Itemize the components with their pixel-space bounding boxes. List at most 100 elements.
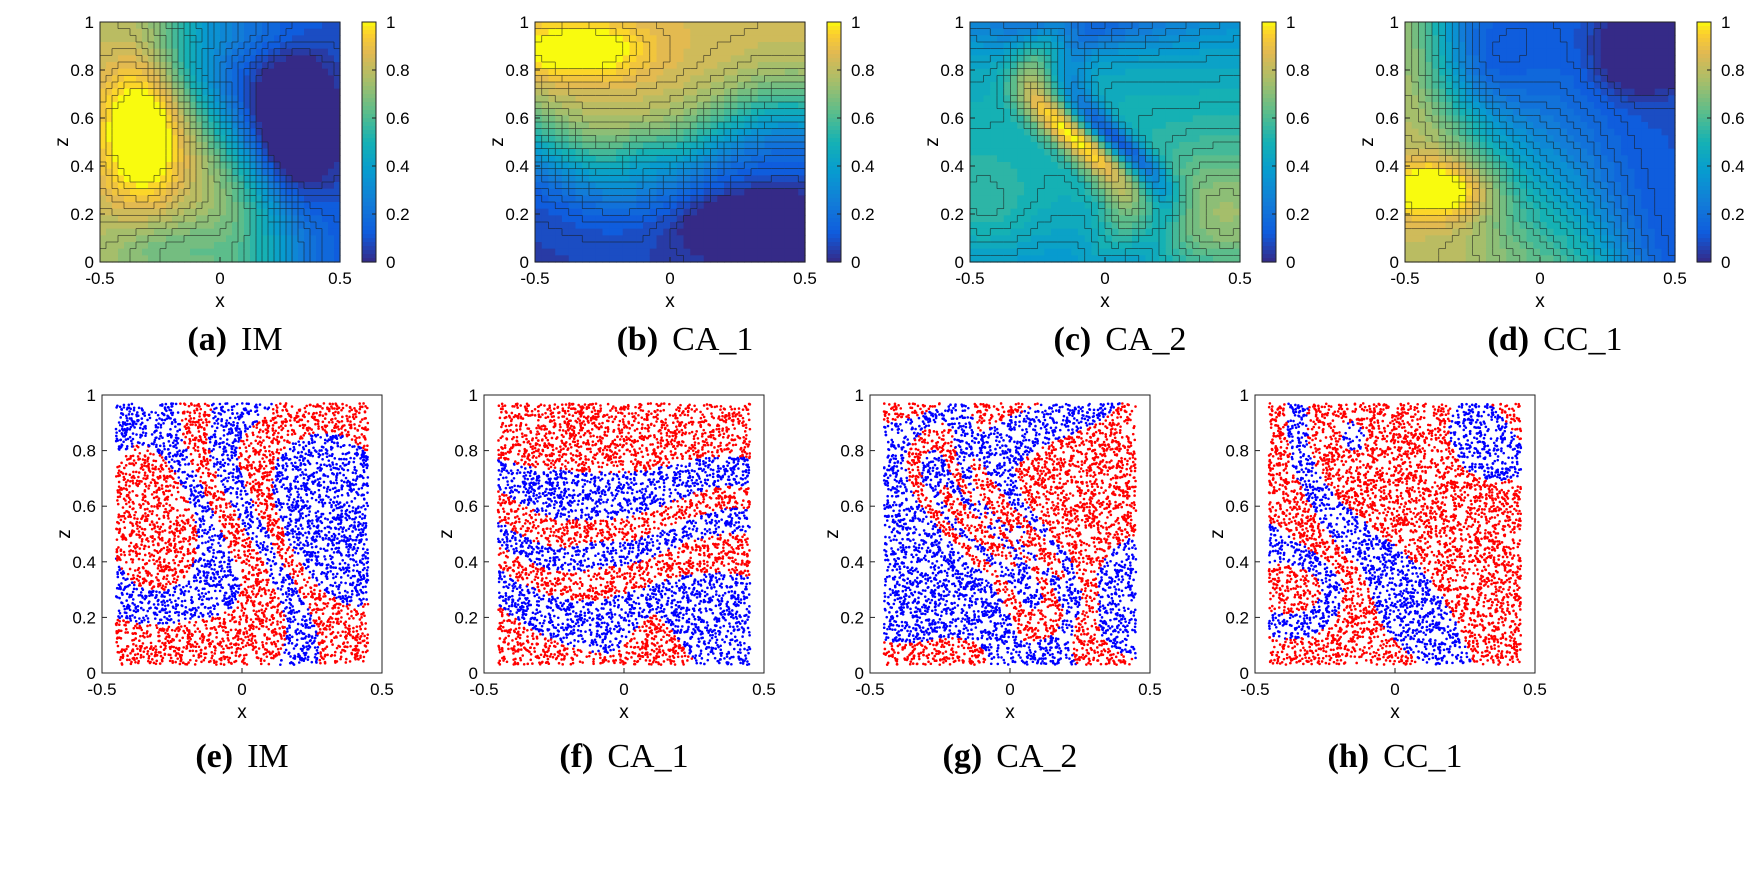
heatmap-cell: [785, 102, 792, 109]
heatmap-cell: [232, 22, 239, 29]
heatmap-cell: [596, 175, 603, 182]
heatmap-cell: [262, 135, 269, 142]
heatmap-cell: [623, 22, 630, 29]
heatmap-cell: [190, 202, 197, 209]
heatmap-cell: [112, 109, 119, 116]
heatmap-cell: [274, 75, 281, 82]
heatmap-cell: [124, 122, 131, 129]
heatmap-cell: [771, 149, 778, 156]
heatmap-cell: [286, 95, 293, 102]
heatmap-cell: [623, 142, 630, 149]
heatmap-cell: [238, 242, 245, 249]
heatmap-cell: [166, 182, 173, 189]
heatmap-cell: [562, 49, 569, 56]
heatmap-cell: [310, 42, 317, 49]
heatmap-cell: [244, 22, 251, 29]
heatmap-cell: [657, 42, 664, 49]
heatmap-cell: [106, 249, 113, 256]
heatmap-cell: [731, 29, 738, 36]
heatmap-cell: [670, 175, 677, 182]
heatmap-cell: [724, 115, 731, 122]
heatmap-cell: [100, 89, 107, 96]
heatmap-cell: [582, 62, 589, 69]
heatmap-cell: [328, 175, 335, 182]
heatmap-cell: [310, 82, 317, 89]
heatmap-cell: [124, 189, 131, 196]
heatmap-cell: [603, 195, 610, 202]
heatmap-cell: [744, 102, 751, 109]
heatmap-cell: [208, 122, 215, 129]
heatmap-cell: [328, 209, 335, 216]
heatmap-cell: [142, 35, 149, 42]
heatmap-cell: [751, 29, 758, 36]
heatmap-cell: [136, 115, 143, 122]
heatmap-cell: [262, 95, 269, 102]
heatmap-cell: [196, 82, 203, 89]
heatmap-cell: [124, 182, 131, 189]
heatmap-cell: [184, 235, 191, 242]
heatmap-cell: [106, 95, 113, 102]
heatmap-cell: [576, 109, 583, 116]
heatmap-cell: [268, 149, 275, 156]
heatmap-cell: [778, 249, 785, 256]
heatmap-cell: [220, 215, 227, 222]
heatmap-cell: [316, 162, 323, 169]
heatmap-cell: [582, 29, 589, 36]
heatmap-cell: [704, 249, 711, 256]
heatmap-cell: [208, 115, 215, 122]
heatmap-cell: [690, 89, 697, 96]
heatmap-cell: [589, 122, 596, 129]
heatmap-cell: [268, 55, 275, 62]
heatmap-cell: [286, 235, 293, 242]
heatmap-cell: [758, 115, 765, 122]
heatmap-cell: [274, 182, 281, 189]
heatmap-cell: [214, 222, 221, 229]
heatmap-cell: [697, 69, 704, 76]
heatmap-cell: [636, 95, 643, 102]
heatmap-cell: [549, 62, 556, 69]
heatmap-cell: [190, 215, 197, 222]
colorbar-swatch: [362, 22, 376, 27]
heatmap-cell: [268, 209, 275, 216]
heatmap-cell: [136, 122, 143, 129]
heatmap-cell: [286, 169, 293, 176]
heatmap-cell: [535, 89, 542, 96]
heatmap-cell: [609, 42, 616, 49]
heatmap-cell: [758, 69, 765, 76]
heatmap-cell: [166, 202, 173, 209]
heatmap-cell: [310, 95, 317, 102]
heatmap-cell: [765, 222, 772, 229]
heatmap-cell: [663, 122, 670, 129]
heatmap-cell: [738, 229, 745, 236]
heatmap-cell: [208, 222, 215, 229]
heatmap-cell: [220, 69, 227, 76]
heatmap-cell: [582, 42, 589, 49]
heatmap-cell: [202, 29, 209, 36]
heatmap-cell: [178, 189, 185, 196]
heatmap-cell: [238, 169, 245, 176]
heatmap-cell: [758, 175, 765, 182]
colorbar-swatch: [362, 222, 376, 227]
heatmap-cell: [751, 129, 758, 136]
heatmap-cell: [106, 135, 113, 142]
heatmap-cell: [124, 209, 131, 216]
heatmap-cell: [798, 175, 805, 182]
heatmap-cell: [670, 169, 677, 176]
heatmap-cell: [690, 175, 697, 182]
heatmap-cell: [690, 242, 697, 249]
heatmap-cell: [322, 29, 329, 36]
heatmap-cell: [616, 175, 623, 182]
heatmap-cell: [589, 115, 596, 122]
heatmap-cell: [717, 49, 724, 56]
heatmap-cell: [677, 162, 684, 169]
heatmap-cell: [304, 102, 311, 109]
heatmap-cell: [569, 222, 576, 229]
heatmap-cell: [724, 215, 731, 222]
heatmap-cell: [268, 115, 275, 122]
y-tick-label: 0: [85, 253, 94, 272]
heatmap-cell: [196, 162, 203, 169]
heatmap-cell: [589, 229, 596, 236]
heatmap-cell: [238, 102, 245, 109]
heatmap-cell: [636, 149, 643, 156]
heatmap-cell: [232, 149, 239, 156]
